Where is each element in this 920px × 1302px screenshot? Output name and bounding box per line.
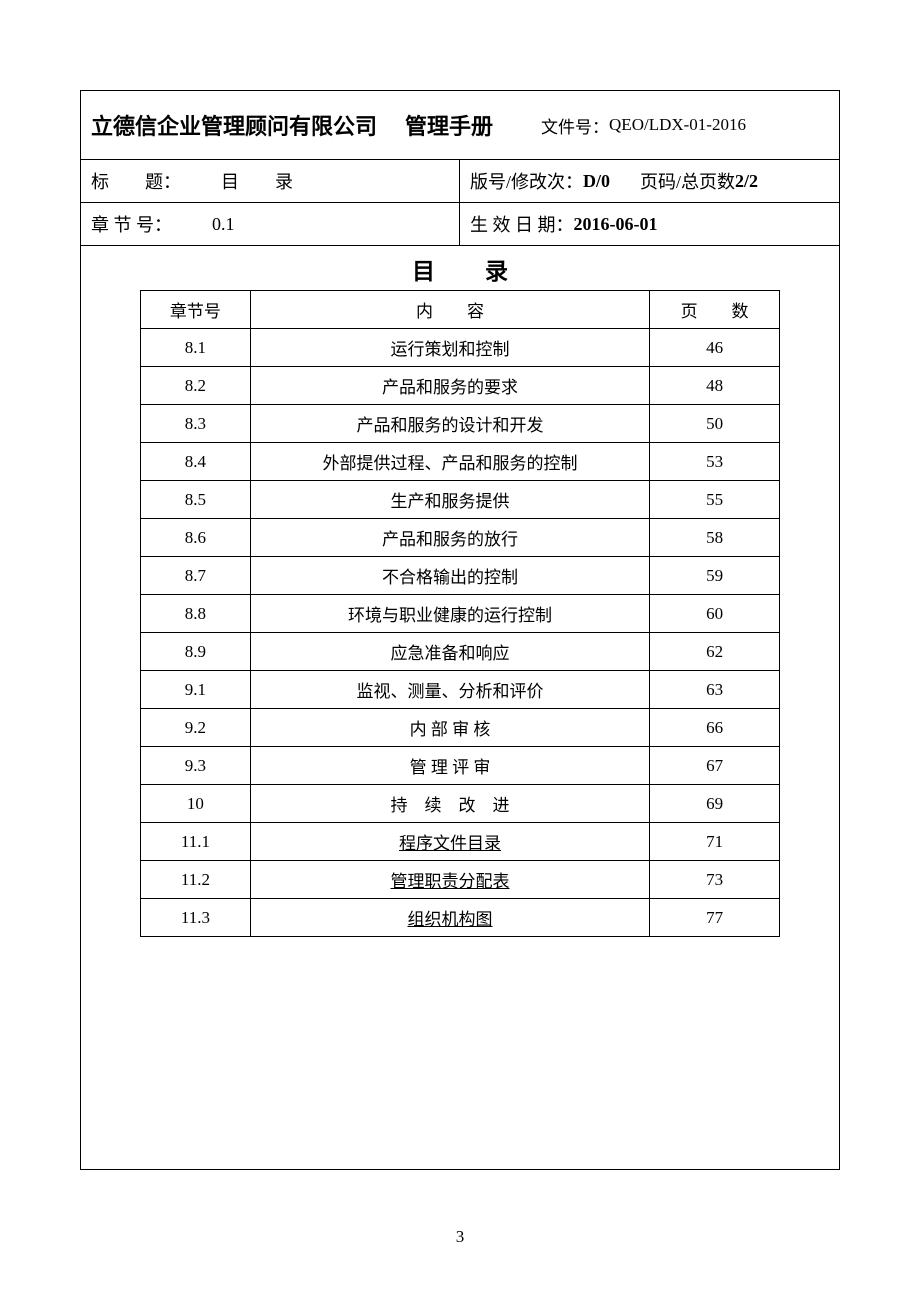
meta-chapter-cell: 章 节 号： 0.1	[81, 203, 460, 245]
document-header: 立德信企业管理顾问有限公司 管理手册 文件号： QEO/LDX-01-2016	[81, 91, 839, 160]
toc-header-row: 章节号 内 容 页 数	[141, 291, 780, 329]
cell-content: 组织机构图	[250, 899, 649, 937]
cell-page: 50	[650, 405, 780, 443]
cell-chapter: 9.2	[141, 709, 251, 747]
cell-page: 62	[650, 633, 780, 671]
table-row: 11.2管理职责分配表73	[141, 861, 780, 899]
chapter-label: 章 节 号：	[91, 211, 172, 237]
chapter-value: 0.1	[212, 214, 235, 235]
meta-title-cell: 标 题： 目 录	[81, 160, 460, 202]
cell-page: 58	[650, 519, 780, 557]
meta-row-2: 章 节 号： 0.1 生 效 日 期： 2016-06-01	[81, 203, 839, 246]
table-row: 8.8环境与职业健康的运行控制60	[141, 595, 780, 633]
cell-chapter: 8.3	[141, 405, 251, 443]
cell-page: 66	[650, 709, 780, 747]
cell-content: 外部提供过程、产品和服务的控制	[250, 443, 649, 481]
cell-page: 48	[650, 367, 780, 405]
cell-content: 管 理 评 审	[250, 747, 649, 785]
cell-chapter: 10	[141, 785, 251, 823]
toc-body: 8.1运行策划和控制468.2产品和服务的要求488.3产品和服务的设计和开发5…	[141, 329, 780, 937]
meta-row-1: 标 题： 目 录 版号/修改次： D/0 页码/总页数 2/2	[81, 160, 839, 203]
cell-chapter: 9.3	[141, 747, 251, 785]
cell-chapter: 8.4	[141, 443, 251, 481]
cell-content: 应急准备和响应	[250, 633, 649, 671]
table-row: 10持 续 改 进69	[141, 785, 780, 823]
toc-title: 目录	[81, 246, 839, 290]
table-row: 8.6产品和服务的放行58	[141, 519, 780, 557]
page-container: 立德信企业管理顾问有限公司 管理手册 文件号： QEO/LDX-01-2016 …	[0, 0, 920, 1302]
table-row: 9.1监视、测量、分析和评价63	[141, 671, 780, 709]
cell-page: 71	[650, 823, 780, 861]
table-row: 8.5生产和服务提供55	[141, 481, 780, 519]
table-row: 9.3管 理 评 审67	[141, 747, 780, 785]
table-row: 8.4外部提供过程、产品和服务的控制53	[141, 443, 780, 481]
version-value: D/0	[583, 171, 610, 192]
table-row: 11.1程序文件目录71	[141, 823, 780, 861]
page-label: 页码/总页数	[640, 168, 735, 194]
col-header-page: 页 数	[650, 291, 780, 329]
table-row: 8.1运行策划和控制46	[141, 329, 780, 367]
cell-page: 55	[650, 481, 780, 519]
cell-page: 59	[650, 557, 780, 595]
cell-content: 环境与职业健康的运行控制	[250, 595, 649, 633]
cell-chapter: 11.3	[141, 899, 251, 937]
cell-chapter: 8.8	[141, 595, 251, 633]
table-row: 11.3组织机构图77	[141, 899, 780, 937]
table-row: 9.2内 部 审 核66	[141, 709, 780, 747]
cell-content: 监视、测量、分析和评价	[250, 671, 649, 709]
table-row: 8.9应急准备和响应62	[141, 633, 780, 671]
cell-content: 产品和服务的设计和开发	[250, 405, 649, 443]
cell-page: 53	[650, 443, 780, 481]
manual-title: 管理手册	[405, 109, 493, 141]
cell-content: 运行策划和控制	[250, 329, 649, 367]
effective-label: 生 效 日 期：	[470, 211, 574, 237]
meta-effective-cell: 生 效 日 期： 2016-06-01	[460, 203, 839, 245]
cell-page: 46	[650, 329, 780, 367]
cell-page: 77	[650, 899, 780, 937]
meta-version-cell: 版号/修改次： D/0 页码/总页数 2/2	[460, 160, 839, 202]
document-frame: 立德信企业管理顾问有限公司 管理手册 文件号： QEO/LDX-01-2016 …	[80, 90, 840, 1170]
cell-page: 69	[650, 785, 780, 823]
cell-content: 不合格输出的控制	[250, 557, 649, 595]
cell-content: 程序文件目录	[250, 823, 649, 861]
cell-chapter: 8.2	[141, 367, 251, 405]
cell-page: 67	[650, 747, 780, 785]
effective-value: 2016-06-01	[574, 214, 658, 235]
table-row: 8.3产品和服务的设计和开发50	[141, 405, 780, 443]
cell-content: 管理职责分配表	[250, 861, 649, 899]
cell-content: 产品和服务的要求	[250, 367, 649, 405]
cell-content: 内 部 审 核	[250, 709, 649, 747]
cell-page: 60	[650, 595, 780, 633]
cell-chapter: 8.1	[141, 329, 251, 367]
page-footer-number: 3	[0, 1227, 920, 1247]
col-header-content: 内 容	[250, 291, 649, 329]
doc-number: QEO/LDX-01-2016	[609, 115, 746, 135]
page-value: 2/2	[735, 171, 758, 192]
cell-chapter: 8.9	[141, 633, 251, 671]
cell-chapter: 11.1	[141, 823, 251, 861]
cell-content: 生产和服务提供	[250, 481, 649, 519]
cell-chapter: 11.2	[141, 861, 251, 899]
cell-content: 产品和服务的放行	[250, 519, 649, 557]
cell-page: 63	[650, 671, 780, 709]
title-label: 标 题：	[91, 168, 181, 194]
title-value: 目 录	[221, 168, 293, 194]
cell-chapter: 8.7	[141, 557, 251, 595]
doc-number-label: 文件号：	[541, 113, 609, 138]
cell-chapter: 8.6	[141, 519, 251, 557]
company-name: 立德信企业管理顾问有限公司	[91, 109, 377, 141]
cell-content: 持 续 改 进	[250, 785, 649, 823]
cell-chapter: 8.5	[141, 481, 251, 519]
version-label: 版号/修改次：	[470, 168, 583, 194]
col-header-chapter: 章节号	[141, 291, 251, 329]
cell-chapter: 9.1	[141, 671, 251, 709]
table-row: 8.2产品和服务的要求48	[141, 367, 780, 405]
table-row: 8.7不合格输出的控制59	[141, 557, 780, 595]
cell-page: 73	[650, 861, 780, 899]
toc-table: 章节号 内 容 页 数 8.1运行策划和控制468.2产品和服务的要求488.3…	[140, 290, 780, 937]
